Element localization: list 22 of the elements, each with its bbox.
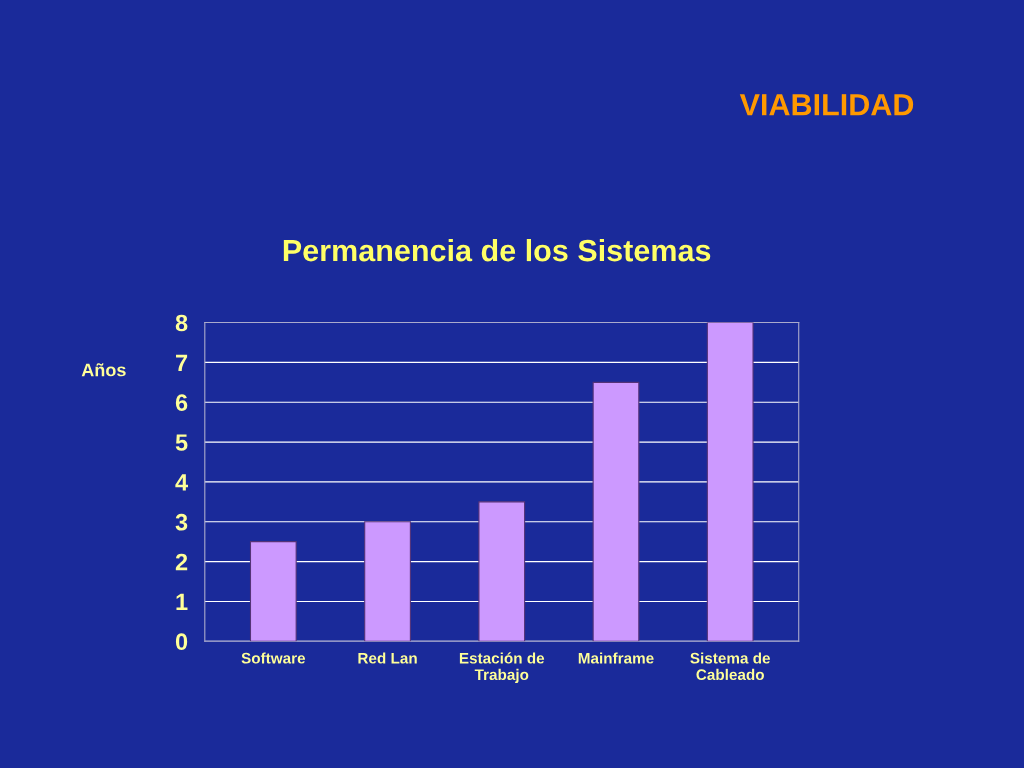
- x-tick-label: Mainframe: [578, 652, 654, 664]
- x-tick-label: Red Lan: [358, 652, 417, 664]
- chart-title: VIABILIDAD: [739, 94, 914, 116]
- bar: [249, 541, 297, 642]
- x-tick-label: Estación de Trabajo: [459, 652, 545, 684]
- bar: [706, 322, 754, 642]
- y-axis-title: Años: [81, 363, 126, 377]
- x-tick-label: Sistema de Cableado: [690, 652, 771, 681]
- y-tick-label: 5: [175, 434, 188, 451]
- chart-subtitle: Permanencia de los Sistemas: [283, 238, 711, 262]
- y-tick-label: 1: [176, 593, 188, 610]
- bar: [478, 501, 526, 642]
- y-tick-label: 8: [175, 314, 188, 332]
- y-tick-label: 2: [175, 553, 188, 571]
- y-tick-label: 3: [175, 513, 188, 531]
- x-tick-label: Software: [241, 652, 306, 664]
- y-tick-label: 4: [175, 474, 189, 491]
- y-tick-label: 0: [175, 633, 188, 651]
- bar: [364, 521, 411, 642]
- y-tick-label: 7: [176, 354, 188, 371]
- y-tick-label: 6: [175, 394, 188, 412]
- bar: [592, 381, 640, 642]
